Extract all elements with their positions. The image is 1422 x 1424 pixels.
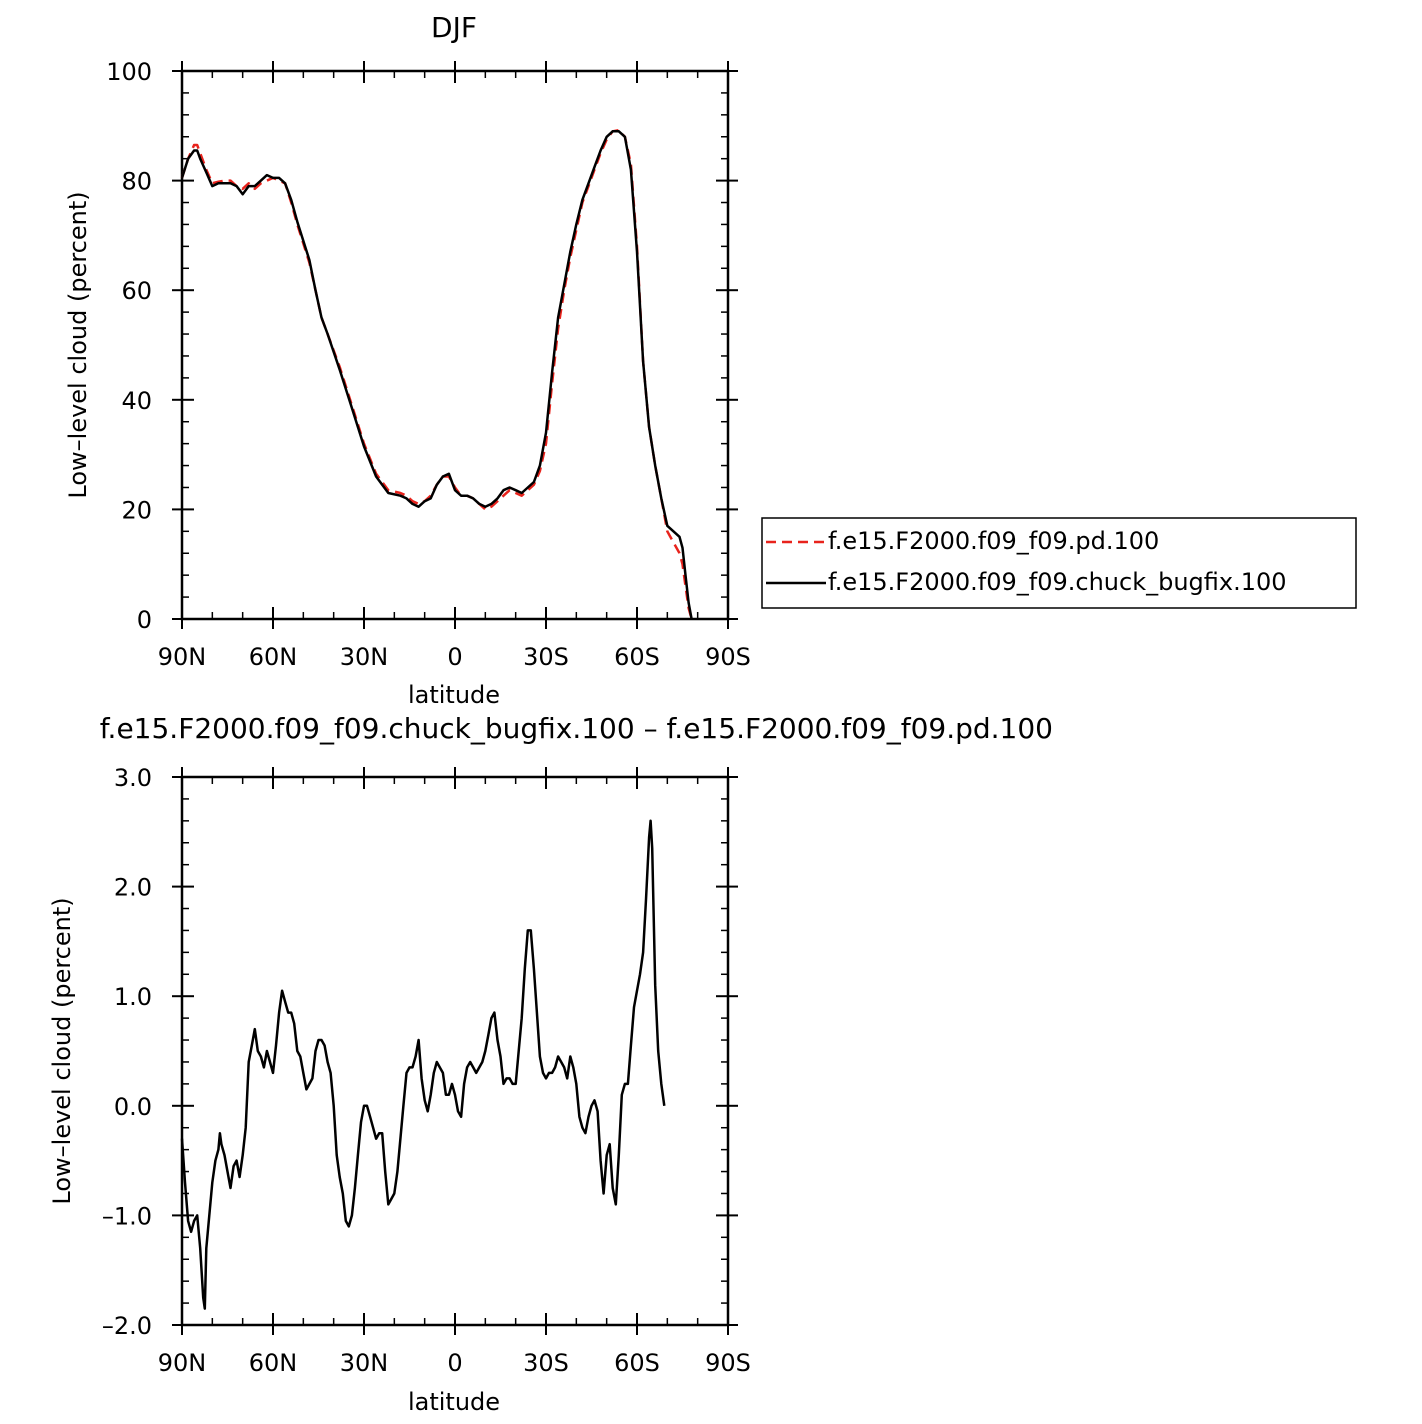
bottom-y-tick-label: 0.0 — [114, 1093, 152, 1121]
top-x-tick-label: 90S — [705, 643, 751, 671]
top-y-axis-label: Low–level cloud (percent) — [64, 191, 92, 498]
top-x-tick-label: 60S — [614, 643, 660, 671]
top-chart: DJF 90N 60N 30N 0 30S 60S 90S 0 20 40 60 80 100 lati… — [64, 11, 751, 709]
bottom-x-tick-label: 30N — [340, 1349, 389, 1377]
top-series-line-1 — [180, 130, 693, 620]
bottom-x-axis-label: latitude — [408, 1388, 500, 1416]
top-x-tick-label: 30S — [523, 643, 569, 671]
bottom-plot-frame — [180, 775, 730, 1327]
bottom-y-tick-label: 3.0 — [114, 764, 152, 792]
bottom-chart: f.e15.F2000.f09_f09.chuck_bugfix.100 – f… — [48, 712, 1053, 1416]
top-y-tick-label: 80 — [121, 168, 152, 196]
legend-label-pd: f.e15.F2000.f09_f09.pd.100 — [828, 527, 1159, 555]
bottom-x-tick-label: 60S — [614, 1349, 660, 1377]
bottom-y-tick-label: 2.0 — [114, 874, 152, 902]
top-series-group — [180, 128, 693, 620]
top-chart-title: DJF — [431, 11, 477, 44]
bottom-x-tick-label: 60N — [249, 1349, 298, 1377]
bottom-y-tick-label: –2.0 — [102, 1312, 152, 1340]
legend-label-bugfix: f.e15.F2000.f09_f09.chuck_bugfix.100 — [828, 568, 1287, 596]
top-y-tick-label: 0 — [137, 606, 152, 634]
top-plot-frame — [180, 69, 730, 621]
top-x-tick-label: 60N — [249, 643, 298, 671]
top-y-tick-label: 40 — [121, 387, 152, 415]
top-x-tick-label: 0 — [447, 643, 462, 671]
top-x-tick-label: 90N — [158, 643, 207, 671]
top-y-tick-label: 20 — [121, 496, 152, 524]
bottom-x-tick-label: 0 — [447, 1349, 462, 1377]
top-x-tick-label: 30N — [340, 643, 389, 671]
bottom-chart-title: f.e15.F2000.f09_f09.chuck_bugfix.100 – f… — [100, 712, 1053, 745]
top-axis-ticks: 90N 60N 30N 0 30S 60S 90S 0 20 40 60 80 100 — [106, 58, 751, 671]
bottom-y-tick-label: 1.0 — [114, 983, 152, 1011]
top-y-tick-label: 100 — [106, 58, 152, 86]
bottom-x-tick-label: 30S — [523, 1349, 569, 1377]
bottom-series-group — [180, 819, 666, 1310]
bottom-x-tick-label: 90S — [705, 1349, 751, 1377]
bottom-axis-ticks: 90N 60N 30N 0 30S 60S 90S –2.0 –1.0 0.0 1.0 2.0 3.0 — [102, 764, 751, 1377]
bottom-y-axis-label: Low–level cloud (percent) — [48, 897, 76, 1204]
bottom-series-line-0 — [180, 819, 666, 1310]
bottom-x-tick-label: 90N — [158, 1349, 207, 1377]
bottom-y-tick-label: –1.0 — [102, 1202, 152, 1230]
top-x-axis-label: latitude — [408, 681, 500, 709]
legend-box — [761, 517, 1357, 609]
legend: f.e15.F2000.f09_f09.pd.100 f.e15.F2000.f… — [761, 517, 1357, 609]
top-series-line-0 — [180, 128, 693, 620]
top-y-tick-label: 60 — [121, 277, 152, 305]
